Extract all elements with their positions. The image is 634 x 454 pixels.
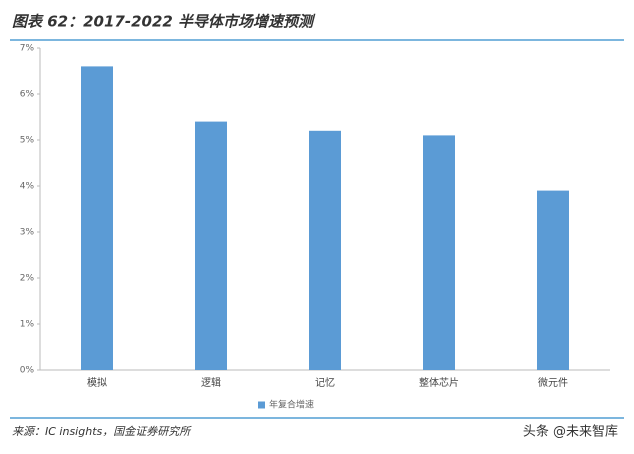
y-tick-label: 4% — [20, 182, 35, 192]
y-tick-label: 2% — [20, 274, 35, 284]
x-tick-label: 微元件 — [538, 376, 568, 389]
bar — [423, 135, 455, 370]
x-tick-label: 逻辑 — [201, 376, 221, 389]
legend-label: 年复合增速 — [269, 399, 314, 411]
watermark: 头条 @未来智库 — [523, 424, 618, 440]
bar — [537, 190, 569, 370]
y-tick-label: 3% — [20, 228, 35, 238]
y-tick-label: 0% — [20, 366, 35, 376]
bar — [81, 66, 113, 371]
y-tick-label: 7% — [20, 44, 35, 54]
x-tick-label: 记忆 — [315, 376, 335, 389]
y-tick-label: 5% — [20, 136, 35, 146]
x-tick-label: 整体芯片 — [419, 376, 459, 389]
bar — [195, 121, 227, 370]
source: 来源：IC insights，国金证券研究所 — [12, 425, 192, 438]
y-tick-label: 6% — [20, 90, 35, 100]
legend-swatch — [258, 401, 265, 409]
chart-title: 图表 62：2017-2022 半导体市场增速预测 — [12, 13, 316, 31]
bar — [309, 130, 341, 370]
y-tick-label: 1% — [20, 320, 35, 330]
x-tick-label: 模拟 — [87, 376, 107, 389]
